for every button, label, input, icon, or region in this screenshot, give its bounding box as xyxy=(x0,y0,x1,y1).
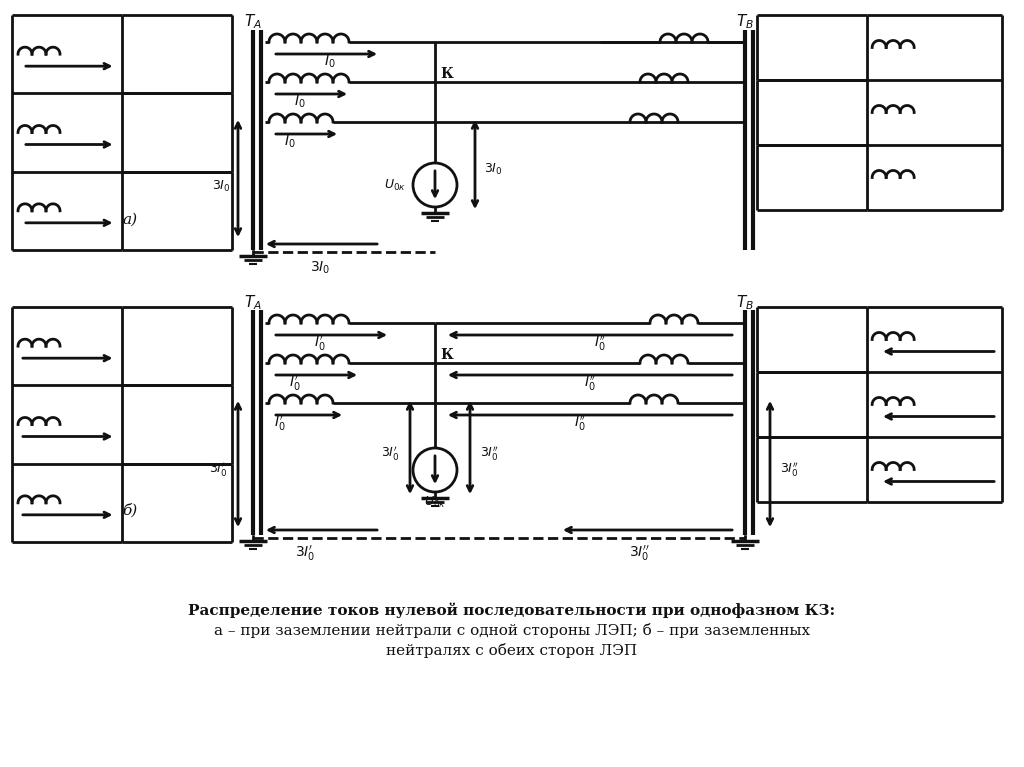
Text: $3I_0'$: $3I_0'$ xyxy=(295,543,315,563)
Text: $T_A$: $T_A$ xyxy=(244,12,262,31)
Text: $3I_0$: $3I_0$ xyxy=(483,162,503,177)
Text: $3I_0'$: $3I_0'$ xyxy=(381,443,399,462)
Text: $I_0''$: $I_0''$ xyxy=(584,374,596,393)
Text: $U_{0к}$: $U_{0к}$ xyxy=(384,177,406,193)
Text: нейтралях с обеих сторон ЛЭП: нейтралях с обеих сторон ЛЭП xyxy=(386,643,638,657)
Text: $T_B$: $T_B$ xyxy=(736,12,754,31)
Text: Распределение токов нулевой последовательности при однофазном КЗ:: Распределение токов нулевой последовател… xyxy=(188,602,836,617)
Text: $I_0'$: $I_0'$ xyxy=(274,413,286,433)
Text: $3I_0''$: $3I_0''$ xyxy=(480,443,500,462)
Text: $3I_0$: $3I_0$ xyxy=(310,260,330,276)
Text: $I_0$: $I_0$ xyxy=(325,54,336,71)
Text: $I_0$: $I_0$ xyxy=(294,94,306,110)
Text: а): а) xyxy=(123,213,137,227)
Text: $3I_0''$: $3I_0''$ xyxy=(630,543,650,563)
Text: $I_0'$: $I_0'$ xyxy=(314,334,326,353)
Text: $I_0$: $I_0$ xyxy=(285,133,296,150)
Text: $T_B$: $T_B$ xyxy=(736,294,754,312)
Text: К: К xyxy=(440,348,454,362)
Text: $3I_0$: $3I_0$ xyxy=(212,179,230,193)
Text: $3I_0''$: $3I_0''$ xyxy=(780,460,800,478)
Text: $U_{0к}$: $U_{0к}$ xyxy=(424,495,446,509)
Text: $I_0'$: $I_0'$ xyxy=(289,374,301,393)
Text: $3I_0'$: $3I_0'$ xyxy=(209,460,227,478)
Text: б): б) xyxy=(123,503,137,517)
Text: К: К xyxy=(440,67,454,81)
Text: а – при заземлении нейтрали с одной стороны ЛЭП; б – при заземленных: а – при заземлении нейтрали с одной стор… xyxy=(214,623,810,637)
Text: $I_0''$: $I_0''$ xyxy=(594,334,606,353)
Text: $T_A$: $T_A$ xyxy=(244,294,262,312)
Text: $I_0''$: $I_0''$ xyxy=(573,413,586,433)
